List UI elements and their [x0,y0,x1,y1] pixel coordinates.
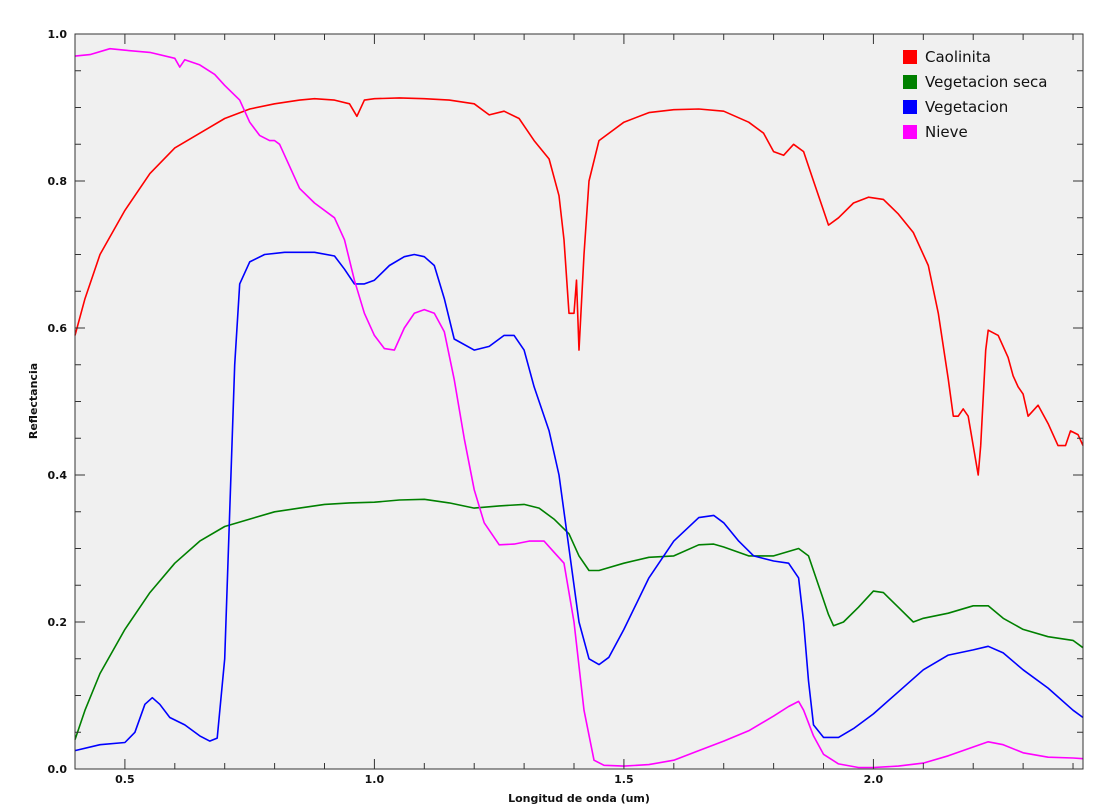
x-tick-label-2: 1.5 [614,773,634,786]
x-tick-label-0: 0.5 [115,773,135,786]
series-layer [74,47,1084,769]
legend-label-2: Vegetacion [925,98,1008,116]
legend: Caolinita Vegetacion seca Vegetacion Nieve [903,48,1048,141]
tick-labels-layer: 0.5 1.0 1.5 2.0 0.0 0.2 0.4 0.6 0.8 1.0 [48,28,884,786]
series-line-0 [74,97,1084,476]
y-tick-label-2: 0.4 [48,469,68,482]
legend-swatch-3 [903,125,917,139]
y-tick-label-4: 0.8 [48,175,68,188]
y-tick-label-1: 0.2 [48,616,68,629]
y-tick-label-5: 1.0 [48,28,68,41]
series-line-2 [74,251,1084,752]
y-tick-label-3: 0.6 [48,322,68,335]
legend-swatch-2 [903,100,917,114]
ticks-layer [74,33,1083,770]
x-axis-title: Longitud de onda (um) [508,792,650,805]
x-tick-label-3: 2.0 [864,773,884,786]
y-tick-label-0: 0.0 [48,763,68,776]
legend-label-3: Nieve [925,123,968,141]
plot-background [75,34,1083,769]
legend-label-0: Caolinita [925,48,991,66]
legend-swatch-0 [903,50,917,64]
series-line-3 [74,47,1084,769]
y-axis-title: Reflectancia [27,363,40,439]
x-tick-label-1: 1.0 [365,773,385,786]
legend-label-1: Vegetacion seca [925,73,1048,91]
series-line-1 [74,498,1084,740]
legend-swatch-1 [903,75,917,89]
